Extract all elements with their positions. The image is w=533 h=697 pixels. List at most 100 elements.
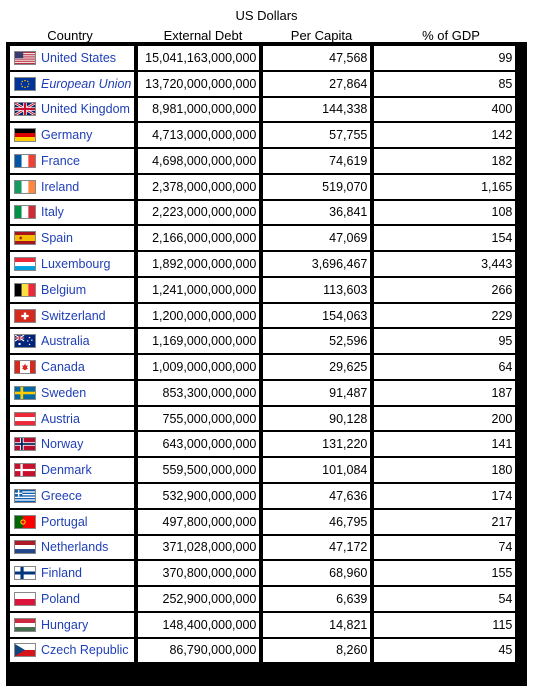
external-debt-cell: 371,028,000,000 [138, 535, 260, 560]
percent-gdp-cell: 174 [374, 484, 516, 508]
per-capita-cell: 3,696,467 [263, 252, 371, 276]
au-flag-icon [14, 334, 36, 349]
per-capita-cell: 91,487 [263, 380, 371, 405]
percent-gdp-cell: 1,165 [374, 174, 516, 199]
country-cell: Ireland [10, 174, 135, 199]
external-debt-cell: 2,223,000,000,000 [138, 200, 260, 225]
country-link[interactable]: Australia [41, 334, 90, 349]
per-capita-cell: 46,795 [263, 509, 371, 534]
column-header-percent-gdp: % of GDP [422, 28, 480, 43]
country-link[interactable]: Greece [41, 488, 82, 503]
table-row: Australia 1,169,000,000,000 52,596 95 [10, 329, 516, 354]
dk-flag-icon [14, 463, 36, 478]
table-body: United States 15,041,163,000,000 47,568 99 E… [10, 46, 516, 663]
external-debt-cell: 1,009,000,000,000 [138, 355, 260, 379]
country-link[interactable]: Netherlands [41, 540, 109, 555]
country-link[interactable]: Denmark [41, 463, 92, 478]
country-link[interactable]: United States [41, 50, 117, 65]
percent-gdp-cell: 187 [374, 380, 516, 405]
per-capita-cell: 14,821 [263, 612, 371, 637]
table-row: Finland 370,800,000,000 68,960 155 [10, 561, 516, 586]
country-link[interactable]: Poland [41, 591, 80, 606]
country-cell: Poland [10, 587, 135, 611]
country-link[interactable]: France [41, 153, 80, 168]
country-link[interactable]: Luxembourg [41, 257, 111, 271]
per-capita-cell: 47,636 [263, 484, 371, 508]
table-row: European Union 13,720,000,000,000 27,864 85 [10, 71, 516, 96]
country-cell: Hungary [10, 612, 135, 637]
country-link[interactable]: Hungary [41, 617, 89, 632]
country-cell: Denmark [10, 458, 135, 483]
country-cell: Switzerland [10, 303, 135, 328]
country-link[interactable]: Germany [41, 128, 93, 143]
per-capita-cell: 27,864 [263, 71, 371, 96]
percent-gdp-cell: 141 [374, 432, 516, 457]
per-capita-cell: 52,596 [263, 329, 371, 354]
external-debt-cell: 2,378,000,000,000 [138, 174, 260, 199]
external-debt-cell: 8,981,000,000,000 [138, 97, 260, 122]
table-row: Canada 1,009,000,000,000 29,625 64 [10, 355, 516, 379]
country-link[interactable]: Spain [41, 231, 73, 246]
external-debt-cell: 86,790,000,000 [138, 638, 260, 663]
per-capita-cell: 29,625 [263, 355, 371, 379]
ie-flag-icon [14, 179, 36, 194]
external-debt-cell: 559,500,000,000 [138, 458, 260, 483]
external-debt-cell: 15,041,163,000,000 [138, 46, 260, 70]
per-capita-cell: 154,063 [263, 303, 371, 328]
lu-flag-icon [14, 257, 36, 271]
table-row: Hungary 148,400,000,000 14,821 115 [10, 612, 516, 637]
per-capita-cell: 113,603 [263, 277, 371, 302]
pt-flag-icon [14, 514, 36, 529]
per-capita-cell: 47,568 [263, 46, 371, 70]
percent-gdp-cell: 217 [374, 509, 516, 534]
country-link[interactable]: Switzerland [41, 308, 106, 323]
table-row: Portugal 497,800,000,000 46,795 217 [10, 509, 516, 534]
percent-gdp-cell: 108 [374, 200, 516, 225]
percent-gdp-cell: 180 [374, 458, 516, 483]
us-flag-icon [14, 50, 36, 65]
percent-gdp-cell: 142 [374, 123, 516, 148]
es-flag-icon [14, 231, 36, 246]
country-link[interactable]: Belgium [41, 282, 87, 297]
external-debt-cell: 252,900,000,000 [138, 587, 260, 611]
country-link[interactable]: United Kingdom [41, 102, 130, 117]
country-link[interactable]: Finland [41, 566, 82, 581]
external-debt-cell: 1,200,000,000,000 [138, 303, 260, 328]
gr-flag-icon [14, 488, 36, 503]
per-capita-cell: 8,260 [263, 638, 371, 663]
table-row: Ireland 2,378,000,000,000 519,070 1,165 [10, 174, 516, 199]
percent-gdp-cell: 229 [374, 303, 516, 328]
external-debt-cell: 755,000,000,000 [138, 406, 260, 431]
percent-gdp-cell: 99 [374, 46, 516, 70]
external-debt-cell: 370,800,000,000 [138, 561, 260, 586]
fi-flag-icon [14, 566, 36, 581]
external-debt-cell: 4,698,000,000,000 [138, 149, 260, 173]
percent-gdp-cell: 115 [374, 612, 516, 637]
per-capita-cell: 47,069 [263, 226, 371, 251]
external-debt-cell: 4,713,000,000,000 [138, 123, 260, 148]
country-link[interactable]: Portugal [41, 514, 88, 529]
country-link[interactable]: Austria [41, 411, 80, 426]
percent-gdp-cell: 74 [374, 535, 516, 560]
country-cell: Greece [10, 484, 135, 508]
country-link[interactable]: European Union [41, 76, 132, 91]
percent-gdp-cell: 45 [374, 638, 516, 663]
country-cell: Spain [10, 226, 135, 251]
percent-gdp-cell: 155 [374, 561, 516, 586]
country-link[interactable]: Czech Republic [41, 643, 129, 658]
pl-flag-icon [14, 591, 36, 606]
percent-gdp-cell: 154 [374, 226, 516, 251]
nl-flag-icon [14, 540, 36, 555]
country-link[interactable]: Sweden [41, 385, 87, 400]
country-link[interactable]: Ireland [41, 179, 80, 194]
external-debt-cell: 532,900,000,000 [138, 484, 260, 508]
percent-gdp-cell: 3,443 [374, 252, 516, 276]
table-row: Czech Republic 86,790,000,000 8,260 45 [10, 638, 516, 663]
country-link[interactable]: Norway [41, 437, 84, 452]
gb-flag-icon [14, 102, 36, 117]
percent-gdp-cell: 64 [374, 355, 516, 379]
be-flag-icon [14, 282, 36, 297]
country-link[interactable]: Italy [41, 205, 64, 220]
country-link[interactable]: Canada [41, 360, 85, 375]
table-row: Netherlands 371,028,000,000 47,172 74 [10, 535, 516, 560]
